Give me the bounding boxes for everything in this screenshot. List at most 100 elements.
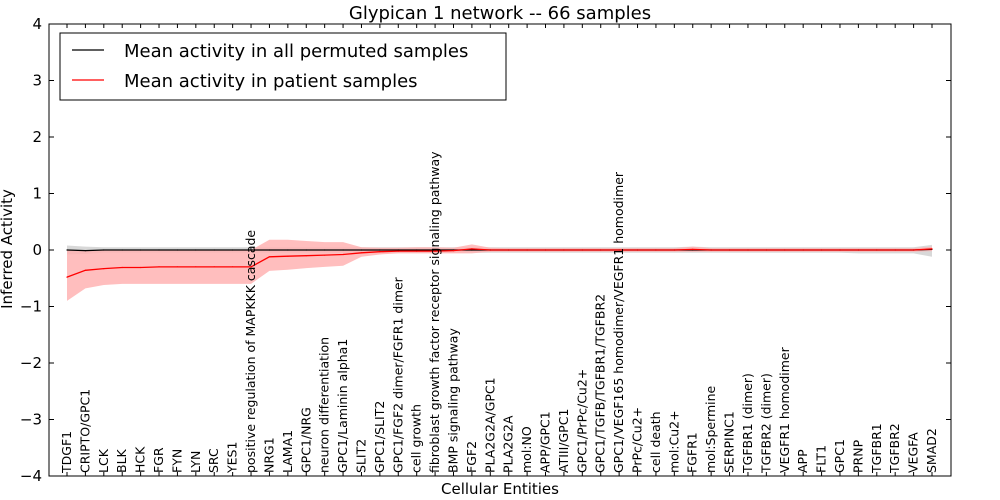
x-tick-label: SMAD2 bbox=[924, 428, 939, 473]
data-point bbox=[692, 248, 694, 250]
data-point bbox=[747, 249, 749, 251]
x-tick-label: TGFBR2 bbox=[887, 423, 902, 474]
x-tick-label: GPC1/FGF2 dimer/FGFR1 dimer bbox=[390, 276, 405, 473]
data-point bbox=[636, 249, 639, 251]
data-point bbox=[508, 249, 510, 251]
data-point bbox=[250, 266, 252, 268]
data-point bbox=[416, 249, 418, 251]
x-tick-label: APP/GPC1 bbox=[538, 411, 553, 473]
data-point bbox=[452, 250, 455, 252]
data-point bbox=[857, 249, 860, 251]
y-tick-label: −4 bbox=[20, 467, 42, 485]
data-point bbox=[618, 249, 620, 251]
data-point bbox=[268, 249, 270, 251]
data-point bbox=[379, 251, 381, 253]
data-point bbox=[397, 249, 399, 251]
x-tick-label: GPC1/SLIT2 bbox=[372, 401, 387, 473]
x-tick-label: TDGF1 bbox=[59, 431, 74, 474]
y-tick-label: 1 bbox=[32, 185, 42, 203]
data-point bbox=[213, 249, 215, 251]
data-point bbox=[379, 249, 381, 251]
x-tick-label: BLK bbox=[114, 448, 129, 473]
x-tick-label: mol:Cu2+ bbox=[666, 410, 681, 473]
data-point bbox=[563, 249, 565, 251]
x-tick-labels: TDGF1 CRIPTO/GPC1 LCK BLK HCK FGR FYN LYN SRC YES… bbox=[59, 151, 939, 474]
x-tick-label: CRIPTO/GPC1 bbox=[77, 389, 92, 473]
data-point bbox=[471, 248, 473, 250]
x-tick-label: LYN bbox=[188, 451, 203, 473]
x-tick-label: TGFBR2 (dimer) bbox=[758, 373, 773, 474]
data-point bbox=[84, 269, 86, 271]
data-point bbox=[360, 252, 363, 254]
data-point bbox=[195, 266, 197, 268]
x-tick-label: BMP signaling pathway bbox=[446, 328, 461, 473]
data-point bbox=[140, 249, 142, 251]
data-point bbox=[103, 268, 105, 270]
x-tick-label: TGFBR1 bbox=[869, 423, 884, 474]
data-point bbox=[876, 249, 878, 251]
x-tick-label: HCK bbox=[133, 446, 148, 473]
data-point bbox=[471, 249, 473, 251]
data-point bbox=[931, 248, 933, 250]
x-tick-label: VEGFR1 homodimer bbox=[777, 346, 792, 473]
data-point bbox=[342, 249, 344, 251]
legend: Mean activity in all permuted samples Me… bbox=[59, 32, 507, 101]
x-tick-label: APP bbox=[795, 449, 810, 473]
x-tick-label: LAMA1 bbox=[280, 430, 295, 473]
x-tick-label: cell death bbox=[648, 411, 663, 473]
series-lines bbox=[66, 248, 933, 278]
y-tick-label: −3 bbox=[20, 411, 42, 429]
data-point bbox=[839, 249, 841, 251]
confidence-bands bbox=[67, 239, 932, 301]
y-tick-label: 3 bbox=[32, 72, 42, 90]
data-point bbox=[287, 249, 289, 251]
x-tick-label: FGFR1 bbox=[685, 432, 700, 473]
x-tick-label: mol:NO bbox=[519, 426, 534, 473]
data-point bbox=[140, 266, 142, 269]
x-tick-label: SRC bbox=[206, 448, 221, 473]
x-tick-label: GPC1 bbox=[832, 439, 847, 473]
data-point bbox=[673, 249, 675, 251]
data-point bbox=[894, 249, 896, 251]
data-point bbox=[66, 249, 68, 251]
data-point bbox=[213, 266, 215, 268]
x-tick-label: FGF2 bbox=[464, 441, 479, 473]
x-tick-label: GPC1/NRG bbox=[298, 407, 313, 473]
x-tick-label: fibroblast growth factor receptor signal… bbox=[427, 151, 442, 473]
x-tick-label: mol:Spermine bbox=[703, 385, 718, 473]
data-point bbox=[784, 249, 786, 251]
data-point bbox=[342, 253, 344, 256]
data-point bbox=[121, 249, 123, 251]
x-tick-label: PRNP bbox=[850, 439, 865, 473]
legend-label-patient: Mean activity in patient samples bbox=[124, 71, 418, 92]
x-axis bbox=[66, 24, 933, 476]
y-tick-label: −2 bbox=[20, 354, 42, 372]
x-tick-label: FLT1 bbox=[814, 445, 829, 473]
x-tick-label: VEGFA bbox=[906, 432, 921, 473]
data-point bbox=[305, 255, 307, 257]
data-point bbox=[195, 249, 197, 251]
plot-frame bbox=[48, 23, 952, 477]
data-point bbox=[66, 276, 68, 278]
data-point bbox=[232, 249, 234, 251]
data-point bbox=[158, 266, 160, 268]
data-point bbox=[600, 249, 602, 251]
data-point bbox=[655, 249, 657, 251]
data-point bbox=[913, 249, 915, 251]
data-point bbox=[544, 249, 547, 251]
data-point bbox=[360, 249, 363, 251]
x-tick-label: cell growth bbox=[409, 404, 424, 473]
data-point bbox=[397, 250, 399, 252]
data-point bbox=[268, 256, 270, 258]
data-point bbox=[765, 249, 768, 251]
data-point bbox=[287, 255, 289, 257]
x-tick-label: YES1 bbox=[225, 442, 240, 474]
y-tick-label: 2 bbox=[32, 128, 42, 146]
x-tick-label: FYN bbox=[169, 449, 184, 473]
data-point bbox=[489, 249, 491, 251]
data-point bbox=[176, 266, 178, 268]
x-tick-label: GPC1/VEGF165 homodimer/VEGFR1 homodimer bbox=[611, 171, 626, 473]
data-point bbox=[305, 249, 307, 251]
x-tick-label: TGFBR1 (dimer) bbox=[740, 373, 755, 474]
